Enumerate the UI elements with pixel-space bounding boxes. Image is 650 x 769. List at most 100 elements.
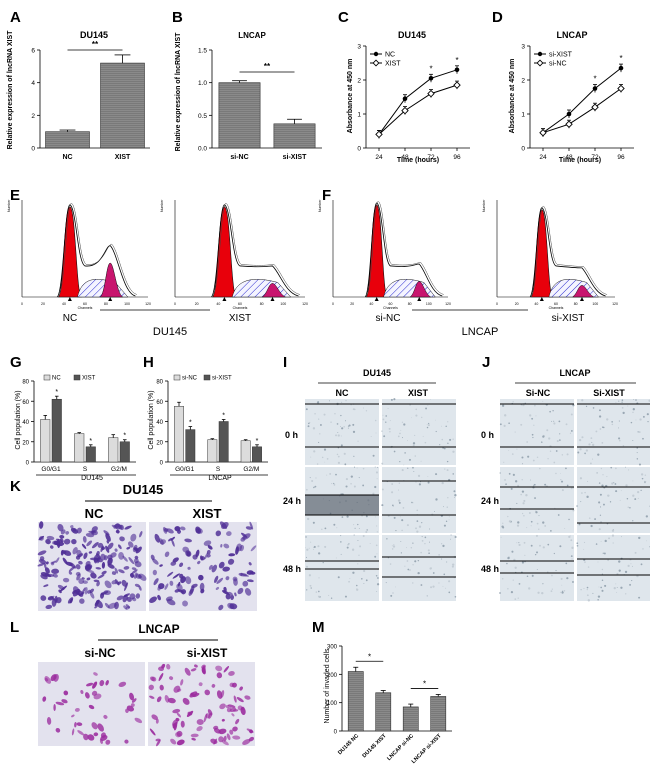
panel-j-cell-speck — [598, 586, 600, 588]
panel-l-stained-cell — [172, 708, 181, 714]
panel-k-stained-cell — [230, 595, 235, 600]
panel-e-hist-1-envelope — [56, 204, 136, 298]
panel-k-stained-cell — [219, 521, 228, 529]
panel-l-stained-cell — [208, 712, 213, 719]
panel-i-cell-speck — [365, 579, 368, 582]
panel-j-cell-speck — [560, 472, 562, 474]
panel-k-stained-cell — [249, 521, 254, 530]
panel-letter-l: L — [10, 619, 19, 636]
panel-k-stained-cell — [122, 555, 128, 562]
panel-j-cell-speck — [549, 410, 551, 413]
panel-i-cell-speck — [306, 548, 309, 551]
panel-j-cell-speck — [601, 442, 604, 444]
panel-i-cell-speck — [412, 444, 415, 447]
panel-m-x-tick-label: DU145 NC — [337, 733, 360, 756]
panel-i-cell-speck — [357, 440, 359, 442]
panel-h-legend-label: si-NC — [182, 376, 198, 382]
panel-k-stained-cell — [184, 538, 193, 543]
panel-j-cell-speck — [618, 560, 621, 563]
panel-k-stained-cell — [139, 531, 143, 538]
panel-l-stained-cell — [158, 672, 164, 682]
panel-j-cell-speck — [521, 490, 525, 493]
panel-b-y-tick-label: 1.5 — [198, 48, 207, 55]
panel-i-cell-speck — [369, 543, 371, 545]
panel-l-stained-cell — [187, 711, 193, 716]
panel-i-cell-speck — [345, 478, 348, 481]
panel-g-legend-swatch — [73, 374, 81, 381]
panel-j-cell-speck — [637, 431, 639, 433]
panel-j-cell-speck — [559, 439, 561, 441]
panel-j-cell-speck — [551, 420, 553, 422]
panel-i-cell-speck — [406, 524, 409, 527]
panel-k-stained-cell — [51, 596, 55, 601]
panel-h: Cell population (%) LNCAP 0 20 40 60 80 * G0/G… — [148, 374, 268, 482]
panel-k-stained-cell — [100, 592, 105, 599]
panel-j-cell-speck — [522, 463, 524, 465]
panel-i-cell-speck — [336, 453, 339, 456]
panel-i-cell-speck — [317, 552, 321, 555]
panel-j-cell-speck — [620, 490, 622, 492]
panel-k-stained-cell — [63, 550, 72, 556]
panel-j-cell-speck — [638, 431, 641, 433]
panel-j-cell-speck — [615, 583, 617, 585]
panel-k-stained-cell — [179, 562, 184, 568]
panel-j-cell-speck — [634, 551, 637, 554]
panel-j-cell-speck — [590, 524, 593, 528]
panel-j-cell-speck — [511, 550, 514, 553]
panel-k-stained-cell — [128, 557, 135, 565]
panel-f-hist-2-x-tick-label: 120 — [612, 302, 618, 306]
panel-k-stained-cell — [40, 595, 47, 601]
panel-i-cell-speck — [452, 473, 455, 475]
panel-j-cell-speck — [528, 587, 531, 590]
panel-k-stained-cell — [227, 558, 235, 565]
panel-j-cell-speck — [600, 586, 602, 589]
panel-k-images — [37, 521, 257, 611]
panel-i-cell-speck — [314, 413, 316, 415]
panel-i-cell-speck — [335, 473, 337, 476]
panel-l-stained-cell — [88, 704, 95, 710]
panel-k-stained-cell — [118, 551, 125, 560]
panel-j-cell-speck — [640, 489, 642, 492]
panel-e-histograms: Number 0 20 40 60 80 100 120 Channels Number 0 20 40… — [7, 199, 308, 310]
panel-i-cell-speck — [406, 547, 408, 549]
panel-l-stained-cell — [61, 699, 68, 704]
panel-letter-k: K — [10, 478, 21, 495]
panel-k-stained-cell — [72, 528, 77, 532]
panel-m-y-tick-label: 300 — [327, 645, 338, 651]
panel-k-stained-cell — [81, 577, 85, 580]
panel-i-cell-speck — [391, 491, 394, 494]
panel-i-cell-speck — [409, 569, 411, 571]
panel-j-cell-speck — [580, 501, 582, 503]
panel-j-cell-speck — [570, 555, 573, 558]
panel-l-stained-cell — [176, 712, 182, 718]
panel-j-cell-speck — [566, 577, 569, 580]
panel-j-cell-speck — [618, 427, 619, 429]
panel-j-cell-speck — [551, 588, 553, 590]
panel-l-stained-cell — [210, 738, 218, 745]
panel-l-stained-cell — [125, 708, 129, 714]
panel-h-x-tick-label: G2/M — [243, 466, 259, 473]
panel-i-cell-speck — [446, 506, 448, 508]
panel-f-hist-1-x-tick-label: 40 — [369, 302, 373, 306]
panel-j-cell-speck — [647, 420, 649, 423]
panel-k-stained-cell — [76, 549, 82, 558]
panel-j-cell-speck — [542, 435, 545, 438]
panel-j-cell-speck — [514, 431, 516, 433]
panel-l-stained-cell — [149, 695, 155, 699]
panel-c-xlabel: Time (hours) — [397, 157, 439, 164]
panel-i-cell-speck — [340, 444, 343, 447]
panel-j-cell-speck — [553, 552, 555, 555]
panel-f-hist-1-x-tick-label: 20 — [350, 302, 354, 306]
panel-k-stained-cell — [38, 521, 44, 529]
panel-k-stained-cell — [82, 535, 87, 543]
panel-i-image — [382, 467, 456, 533]
panel-j-cell-speck — [620, 586, 623, 589]
panel-k-stained-cell — [242, 533, 251, 540]
panel-k-stained-cell — [220, 544, 223, 548]
panel-i-cell-speck — [375, 574, 378, 577]
panel-l-stained-cell — [99, 680, 105, 687]
panel-d-data-point — [592, 86, 598, 91]
panel-k-stained-cell — [248, 562, 252, 566]
panel-j-cell-speck — [565, 562, 568, 565]
panel-h-legend-label: si-XIST — [212, 376, 232, 382]
